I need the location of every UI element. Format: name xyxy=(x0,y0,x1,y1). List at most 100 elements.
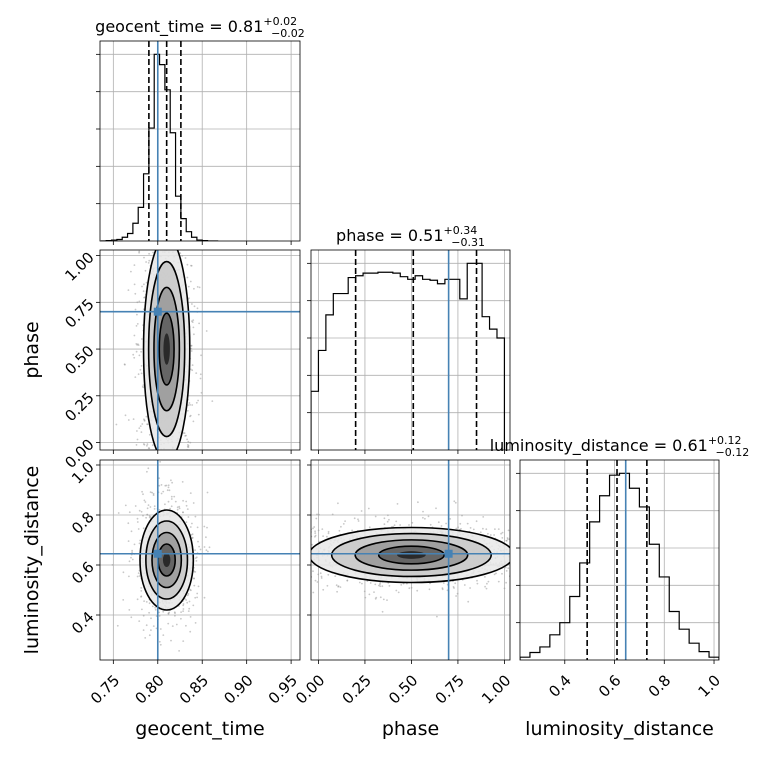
sample-point xyxy=(216,531,218,533)
sample-point xyxy=(164,503,166,506)
sample-point xyxy=(131,551,134,554)
sample-point xyxy=(170,452,172,454)
sample-point xyxy=(205,330,208,332)
sample-point xyxy=(145,244,147,246)
sample-point xyxy=(158,611,161,614)
sample-point xyxy=(555,543,557,545)
sample-point xyxy=(148,259,151,262)
sample-point xyxy=(145,261,148,263)
sample-point xyxy=(456,592,459,595)
sample-point xyxy=(510,551,512,553)
joint-frame-geocent_time-phase xyxy=(99,249,301,451)
sample-point xyxy=(143,256,145,259)
sample-point xyxy=(485,587,488,590)
sample-point xyxy=(142,629,145,631)
sample-point xyxy=(294,524,296,526)
sample-point xyxy=(283,538,285,540)
sample-point xyxy=(379,596,382,599)
sample-point xyxy=(132,353,135,356)
sample-point xyxy=(159,628,162,630)
sample-point xyxy=(138,542,141,545)
sample-point xyxy=(264,567,266,569)
sample-point xyxy=(368,593,371,596)
sample-point xyxy=(140,590,143,592)
sample-point xyxy=(298,565,300,567)
sample-point xyxy=(522,549,524,551)
sample-point xyxy=(173,177,175,179)
sample-point xyxy=(304,537,306,539)
sample-point xyxy=(505,539,508,542)
sample-point xyxy=(145,415,148,418)
x-tick-label-phase: 0.50 xyxy=(385,671,421,707)
sample-point xyxy=(143,600,146,602)
sample-point xyxy=(539,558,541,560)
sample-point xyxy=(158,509,161,511)
sample-point xyxy=(182,511,184,514)
sample-point xyxy=(137,373,140,376)
sample-point xyxy=(192,420,195,423)
sample-point xyxy=(191,303,193,305)
sample-point xyxy=(205,549,208,552)
sample-point xyxy=(185,599,188,601)
sample-point xyxy=(136,521,139,523)
sample-point xyxy=(553,543,555,545)
sample-point xyxy=(177,499,179,501)
sample-point xyxy=(479,531,482,534)
sample-point xyxy=(199,548,202,551)
title-sub: −0.31 xyxy=(451,236,485,249)
sample-point xyxy=(522,522,524,524)
sample-point xyxy=(130,556,132,559)
sample-point xyxy=(174,466,176,468)
sample-point xyxy=(453,587,455,589)
sample-point xyxy=(314,530,316,533)
sample-point xyxy=(314,579,317,582)
sample-point xyxy=(171,481,174,484)
sample-point xyxy=(533,549,535,551)
sample-point xyxy=(590,550,592,552)
sample-point xyxy=(133,356,136,359)
sample-point xyxy=(305,573,307,575)
sample-point xyxy=(200,391,203,394)
sample-point xyxy=(191,522,193,525)
sample-point xyxy=(151,491,154,494)
sample-point xyxy=(160,484,163,486)
sample-point xyxy=(293,530,295,532)
sample-point xyxy=(190,534,193,536)
sample-point xyxy=(211,400,214,402)
sample-point xyxy=(279,559,281,561)
sample-point xyxy=(189,630,192,633)
sample-point xyxy=(146,513,149,516)
sample-point xyxy=(152,625,155,627)
sample-point xyxy=(493,534,495,536)
sample-point xyxy=(138,354,141,357)
sample-point xyxy=(162,634,165,636)
sample-point xyxy=(472,528,475,531)
sample-point xyxy=(408,587,411,590)
sample-point xyxy=(149,506,152,508)
sample-point xyxy=(428,588,431,591)
sample-point xyxy=(525,560,527,562)
sample-point xyxy=(150,237,152,239)
sample-point xyxy=(199,377,202,380)
sample-point xyxy=(417,501,419,504)
sample-point xyxy=(518,549,520,551)
sample-point xyxy=(133,182,135,184)
sample-point xyxy=(136,301,139,304)
sample-point xyxy=(206,491,209,494)
sample-point xyxy=(337,502,339,505)
sample-point xyxy=(520,549,522,551)
sample-point xyxy=(271,551,273,553)
sample-point xyxy=(142,527,145,530)
sample-point xyxy=(361,582,363,585)
sample-point xyxy=(463,584,466,586)
sample-point xyxy=(149,516,152,518)
sample-point xyxy=(171,222,173,224)
sample-point xyxy=(178,229,180,231)
sample-point xyxy=(173,495,176,498)
sample-point xyxy=(525,550,527,552)
sample-point xyxy=(558,536,560,538)
sample-point xyxy=(327,530,330,533)
sample-point xyxy=(139,539,142,542)
sample-point xyxy=(190,350,193,352)
sample-point xyxy=(158,640,161,643)
